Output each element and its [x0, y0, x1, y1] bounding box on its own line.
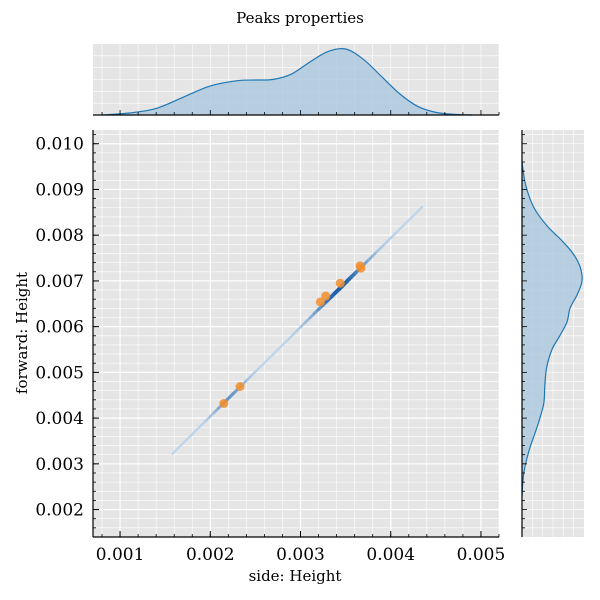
y-tick-label: 0.009: [35, 180, 84, 200]
density-segment: [416, 205, 424, 213]
x-tick-label: 0.003: [276, 545, 325, 565]
y-tick-label: 0.006: [35, 318, 84, 338]
top-marginal-axes: [93, 44, 500, 116]
data-point: [235, 382, 245, 392]
y-tick-label: 0.008: [35, 226, 84, 246]
data-point: [321, 291, 331, 301]
y-tick-label: 0.010: [35, 135, 84, 155]
y-tick-label: 0.003: [35, 455, 84, 475]
y-tick-label: 0.004: [35, 409, 84, 429]
data-point: [356, 263, 366, 273]
data-point: [219, 398, 229, 408]
right-kde-line: [521, 161, 583, 496]
y-tick-label: 0.002: [35, 501, 84, 521]
x-tick-label: 0.005: [457, 545, 506, 565]
y-axis-label: forward: Height: [13, 272, 31, 394]
x-axis-label: side: Height: [249, 567, 342, 585]
x-tick-label: 0.002: [186, 545, 235, 565]
x-tick-label: 0.004: [366, 545, 415, 565]
main-axes: 0.001 0.002 0.003 0.004 0.005 0.002 0.003 0.004…: [35, 130, 505, 565]
right-marginal-axes: [521, 130, 584, 537]
chart-title: Peaks properties: [236, 9, 364, 27]
data-point: [315, 297, 325, 307]
plot-background: [93, 130, 499, 537]
density-line: [171, 205, 424, 455]
data-point: [335, 278, 345, 288]
x-tick-label: 0.001: [96, 545, 145, 565]
y-tick-label: 0.007: [35, 272, 84, 292]
right-kde-fill: [522, 162, 583, 496]
grid: [93, 130, 500, 537]
top-kde-line: [101, 47, 472, 116]
top-kde-fill: [102, 48, 472, 115]
y-tick-label: 0.005: [35, 363, 84, 383]
highlighted-points: [219, 261, 366, 408]
